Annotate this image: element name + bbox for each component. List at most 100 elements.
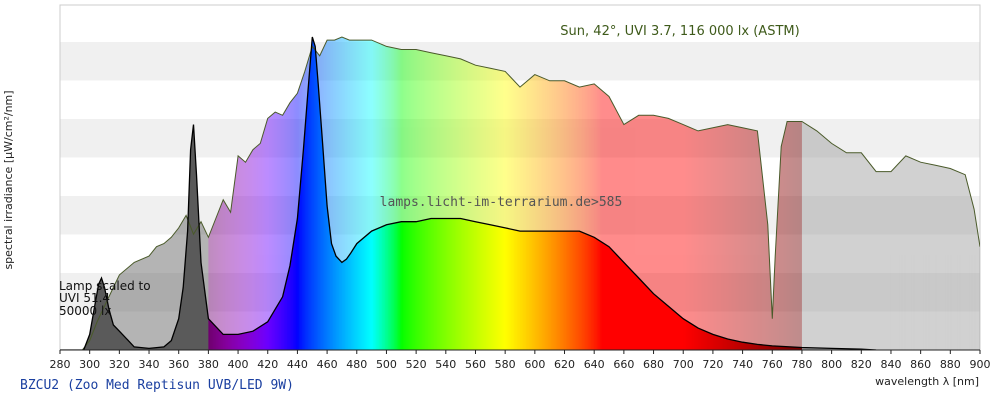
spectrum-color-strip xyxy=(570,37,573,350)
spectrum-color-strip xyxy=(294,37,297,350)
spectrum-color-strip xyxy=(669,37,672,350)
spectrum-color-strip xyxy=(488,37,491,350)
x-tick-label: 360 xyxy=(168,358,189,371)
spectrum-color-strip xyxy=(258,37,261,350)
spectrum-color-strip xyxy=(833,37,836,350)
spectrum-color-strip xyxy=(600,37,603,350)
spectrum-color-strip xyxy=(917,37,920,350)
spectrum-color-strip xyxy=(520,37,523,350)
spectrum-color-strip xyxy=(568,37,572,350)
spectrum-color-strip xyxy=(709,37,713,350)
spectrum-color-strip xyxy=(502,37,505,350)
x-tick-label: 480 xyxy=(346,358,367,371)
spectrum-color-strip xyxy=(460,37,463,350)
spectrum-color-strip xyxy=(251,37,254,350)
spectrum-color-strip xyxy=(442,37,445,350)
spectrum-color-strip xyxy=(462,37,465,350)
spectrum-color-strip xyxy=(741,37,744,350)
spectrum-color-strip xyxy=(701,37,704,350)
x-tick-label: 780 xyxy=(791,358,812,371)
spectrum-color-strip xyxy=(938,37,941,350)
spectrum-color-strip xyxy=(324,37,327,350)
spectrum-color-strip xyxy=(871,37,874,350)
spectrum-color-strip xyxy=(925,37,928,350)
spectrum-color-strip xyxy=(908,37,911,350)
spectrum-color-strip xyxy=(273,37,276,350)
spectrum-color-strip xyxy=(469,37,472,350)
spectrum-color-strip xyxy=(393,37,396,350)
x-tick-label: 280 xyxy=(50,358,71,371)
spectrum-color-strip xyxy=(266,37,269,350)
spectrum-color-strip xyxy=(337,37,340,350)
spectrum-color-strip xyxy=(879,37,882,350)
spectrum-color-strip xyxy=(644,37,647,350)
spectrum-color-strip xyxy=(254,37,257,350)
spectrum-color-strip xyxy=(837,37,840,350)
spectrum-color-strip xyxy=(557,37,560,350)
spectrum-color-strip xyxy=(379,37,382,350)
spectrum-color-strip xyxy=(416,37,419,350)
spectrum-color-strip xyxy=(729,37,732,350)
spectrum-color-strip xyxy=(465,37,468,350)
spectrum-color-strip xyxy=(744,37,747,350)
spectrum-color-strip xyxy=(732,37,735,350)
spectrum-color-strip xyxy=(656,37,659,350)
spectrum-color-strip xyxy=(244,37,247,350)
spectrum-color-strip xyxy=(530,37,533,350)
spectrum-color-strip xyxy=(407,37,410,350)
spectrum-color-strip xyxy=(950,37,953,350)
x-tick-label: 420 xyxy=(257,358,278,371)
spectrum-color-strip xyxy=(693,37,696,350)
spectrum-color-strip xyxy=(747,37,750,350)
spectrum-color-strip xyxy=(665,37,668,350)
spectrum-color-strip xyxy=(566,37,569,350)
spectrum-color-strip xyxy=(721,37,724,350)
x-tick-label: 720 xyxy=(702,358,723,371)
spectrum-color-strip xyxy=(890,37,894,350)
spectrum-color-strip xyxy=(956,37,959,350)
spectrum-color-strip xyxy=(476,37,480,350)
spectrum-color-strip xyxy=(382,37,385,350)
spectrum-color-strip xyxy=(295,37,299,350)
spectrum-color-strip xyxy=(631,37,634,350)
spectrum-color-strip xyxy=(816,37,819,350)
spectrum-color-strip xyxy=(306,37,309,350)
spectrum-color-strip xyxy=(505,37,508,350)
spectrum-color-strip xyxy=(634,37,637,350)
spectrum-color-strip xyxy=(650,37,653,350)
spectrum-color-strip xyxy=(456,37,459,350)
spectrum-color-strip xyxy=(603,37,606,350)
spectrum-color-strip xyxy=(953,37,956,350)
spectrum-color-strip xyxy=(383,37,386,350)
spectrum-color-strip xyxy=(601,37,604,350)
x-tick-label: 600 xyxy=(524,358,545,371)
spectrum-color-strip xyxy=(392,37,395,350)
spectrum-color-strip xyxy=(821,37,824,350)
spectrum-color-strip xyxy=(386,37,389,350)
spectrum-color-strip xyxy=(892,37,895,350)
x-tick-label: 680 xyxy=(643,358,664,371)
spectrum-color-strip xyxy=(813,37,816,350)
spectrum-color-strip xyxy=(499,37,502,350)
spectrum-color-strip xyxy=(485,37,488,350)
spectrum-color-strip xyxy=(269,37,272,350)
spectrum-color-strip xyxy=(459,37,462,350)
spectrum-color-strip xyxy=(579,37,582,350)
spectrum-color-strip xyxy=(487,37,490,350)
spectrum-color-strip xyxy=(901,37,904,350)
spectrum-color-strip xyxy=(720,37,723,350)
spectrum-color-strip xyxy=(748,37,751,350)
spectrum-color-strip xyxy=(736,37,739,350)
spectrum-color-strip xyxy=(261,37,264,350)
spectrum-color-strip xyxy=(497,37,500,350)
spectrum-color-strip xyxy=(493,37,496,350)
spectrum-color-strip xyxy=(255,37,258,350)
spectrum-color-strip xyxy=(428,37,431,350)
x-tick-label: 740 xyxy=(732,358,753,371)
spectrum-color-strip xyxy=(951,37,954,350)
spectrum-color-strip xyxy=(304,37,307,350)
spectrum-color-strip xyxy=(389,37,392,350)
spectrum-color-strip xyxy=(641,37,644,350)
spectrum-color-strip xyxy=(757,37,760,350)
spectrum-color-strip xyxy=(594,37,597,350)
